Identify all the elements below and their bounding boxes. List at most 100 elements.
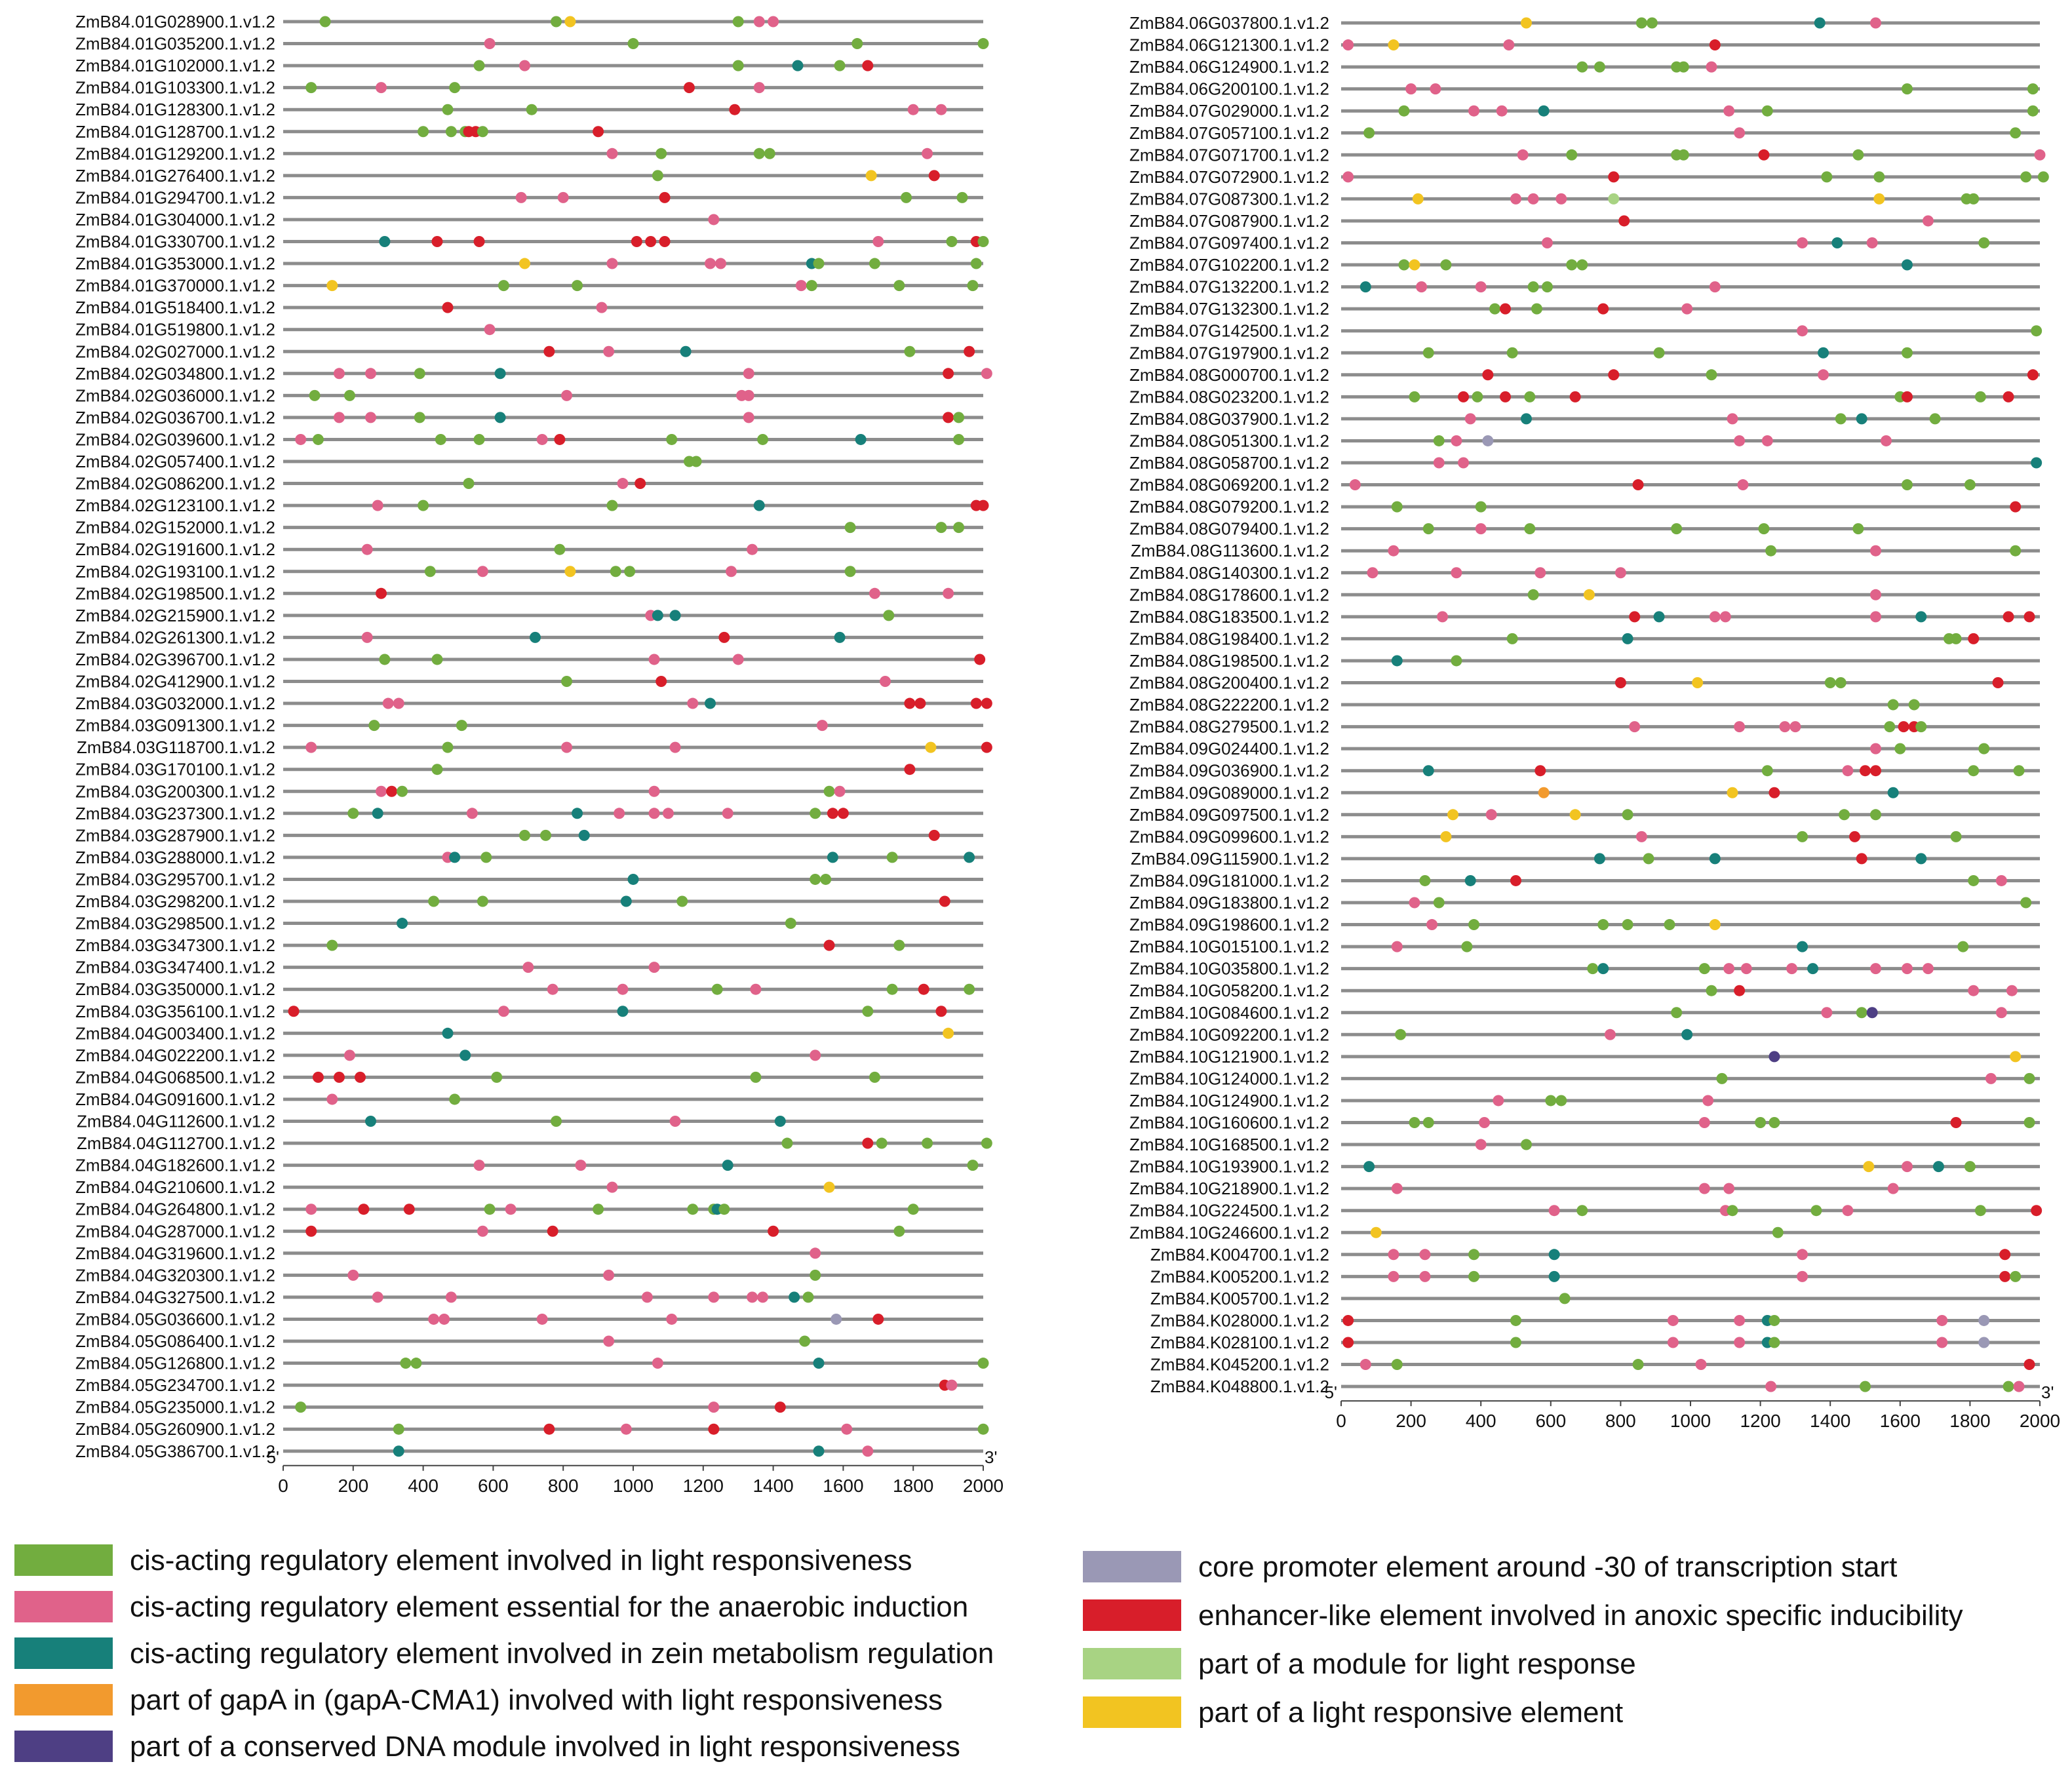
element-point-light — [498, 280, 509, 292]
element-point-enhancer — [1500, 391, 1512, 402]
element-point-light — [2010, 1270, 2022, 1282]
element-point-light — [1698, 963, 1710, 975]
gene-row: ZmB84.03G347300.1.v1.2 — [75, 935, 983, 955]
x-tick-label: 600 — [1535, 1411, 1566, 1431]
element-point-light — [1716, 1072, 1728, 1084]
element-point-zein — [572, 808, 583, 819]
element-point-zein — [1901, 259, 1913, 271]
element-point-anaerobic — [935, 104, 947, 115]
gene-label: ZmB84.01G370000.1.v1.2 — [75, 276, 275, 296]
gene-row: ZmB84.10G224500.1.v1.2 — [1129, 1201, 2043, 1221]
gene-label: ZmB84.07G029000.1.v1.2 — [1129, 101, 1329, 121]
element-point-enhancer — [655, 676, 667, 687]
element-point-enhancer — [1510, 874, 1521, 886]
legend-label: cis-acting regulatory element involved i… — [130, 1544, 912, 1577]
element-point-light — [561, 676, 573, 687]
element-point-anaerobic — [1464, 413, 1476, 425]
element-point-anaerobic — [1789, 721, 1801, 733]
element-point-light — [1884, 721, 1896, 733]
element-point-light — [1908, 699, 1920, 711]
gene-label: ZmB84.01G353000.1.v1.2 — [75, 254, 275, 273]
element-point-anaerobic — [343, 1049, 355, 1061]
element-point-anaerobic — [561, 389, 573, 401]
element-point-light — [435, 433, 446, 445]
gene-label: ZmB84.05G036600.1.v1.2 — [75, 1309, 275, 1329]
element-point-light — [1468, 919, 1480, 931]
element-point-anaerobic — [484, 324, 496, 336]
element-point-light — [540, 829, 551, 841]
element-point-light — [1510, 1337, 1521, 1348]
element-point-anaerobic — [1555, 193, 1567, 205]
gene-label: ZmB84.04G003400.1.v1.2 — [75, 1023, 275, 1043]
element-point-light — [442, 741, 454, 753]
legend-label: enhancer-like element involved in anoxic… — [1198, 1599, 1963, 1632]
element-point-light — [750, 1071, 762, 1083]
element-point-zein — [680, 345, 692, 357]
element-point-anaerobic — [708, 214, 720, 225]
element-point-anaerobic — [1734, 1337, 1746, 1348]
element-point-enhancer — [554, 433, 566, 445]
element-point-anaerobic — [1479, 1117, 1491, 1128]
element-point-light — [1873, 171, 1885, 183]
element-point-zein — [494, 412, 506, 423]
gene-label: ZmB84.08G200400.1.v1.2 — [1129, 673, 1329, 693]
element-point-anaerobic — [862, 1445, 874, 1457]
element-point-anaerobic — [922, 147, 933, 159]
gene-row: ZmB84.07G132200.1.v1.2 — [1129, 277, 2040, 297]
element-point-light — [1576, 259, 1588, 271]
gene-label: ZmB84.08G000700.1.v1.2 — [1129, 365, 1329, 385]
gene-row: ZmB84.01G294700.1.v1.2 — [75, 187, 983, 207]
element-point-anaerobic — [1922, 963, 1934, 975]
element-point-light — [2027, 105, 2039, 117]
element-point-light — [368, 720, 380, 732]
element-point-light — [1964, 479, 1976, 491]
element-point-light — [886, 852, 898, 863]
gene-row: ZmB84.08G037900.1.v1.2 — [1129, 409, 2040, 429]
five-prime-label: 5' — [267, 1447, 279, 1467]
element-point-anaerobic — [946, 1379, 958, 1391]
element-point-anaerobic — [1468, 105, 1480, 117]
element-point-anaerobic — [687, 697, 699, 709]
element-point-anaerobic — [1426, 919, 1438, 931]
element-point-anaerobic — [1734, 1314, 1746, 1326]
element-point-anaerobic — [708, 1291, 720, 1303]
element-point-anaerobic — [1475, 523, 1487, 535]
element-point-enhancer — [2003, 611, 2014, 623]
element-point-anaerobic — [1797, 237, 1808, 248]
gene-label: ZmB84.07G057100.1.v1.2 — [1129, 123, 1329, 143]
gene-label: ZmB84.07G072900.1.v1.2 — [1129, 167, 1329, 187]
element-point-anaerobic — [648, 654, 660, 665]
legend-item: core promoter element around -30 of tran… — [1083, 1551, 1897, 1583]
element-point-zein — [2031, 457, 2043, 469]
element-point-anaerobic — [743, 389, 754, 401]
gene-row: ZmB84.08G198400.1.v1.2 — [1129, 629, 2040, 648]
element-point-light — [806, 280, 817, 292]
element-point-light — [1559, 1293, 1571, 1304]
element-point-anaerobic — [1342, 171, 1354, 183]
gene-row: ZmB84.04G210600.1.v1.2 — [75, 1177, 983, 1197]
gene-row: ZmB84.01G129200.1.v1.2 — [75, 144, 983, 163]
element-point-anaerobic — [1667, 1337, 1679, 1348]
element-point-enhancer — [862, 60, 874, 71]
gene-row: ZmB84.01G128300.1.v1.2 — [75, 100, 983, 119]
element-point-lre — [1412, 193, 1424, 205]
gene-label: ZmB84.08G183500.1.v1.2 — [1129, 607, 1329, 627]
gene-row: ZmB84.10G035800.1.v1.2 — [1129, 959, 2040, 979]
element-point-anaerobic — [1779, 721, 1791, 733]
element-point-light — [1527, 589, 1539, 600]
element-point-light — [554, 543, 566, 555]
gene-label: ZmB84.07G071700.1.v1.2 — [1129, 145, 1329, 165]
gene-label: ZmB84.04G319600.1.v1.2 — [75, 1244, 275, 1263]
gene-row: ZmB84.01G035200.1.v1.2 — [75, 34, 989, 54]
element-point-light — [1765, 545, 1777, 557]
gene-label: ZmB84.09G198600.1.v1.2 — [1129, 915, 1329, 935]
element-point-anaerobic — [747, 543, 758, 555]
element-point-light — [1422, 347, 1434, 359]
element-point-anaerobic — [477, 566, 488, 578]
gene-label: ZmB84.01G028900.1.v1.2 — [75, 12, 275, 31]
element-point-light — [718, 1204, 730, 1215]
element-point-enhancer — [1898, 721, 1909, 733]
element-point-anaerobic — [1635, 831, 1647, 842]
gene-label: ZmB84.03G347400.1.v1.2 — [75, 958, 275, 977]
legend-swatch-conserved — [14, 1731, 113, 1762]
